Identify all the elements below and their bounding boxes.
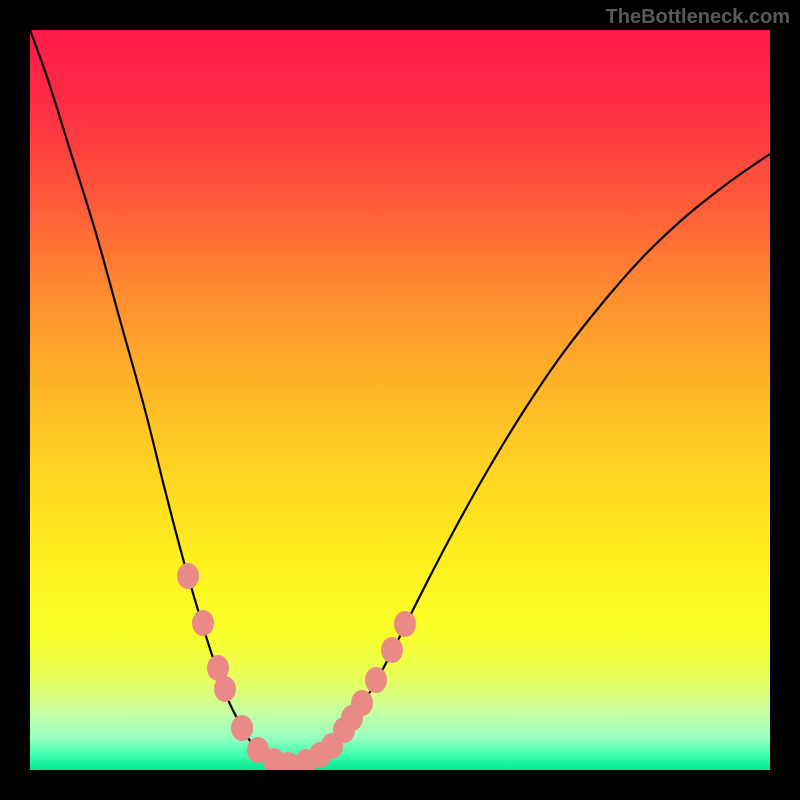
data-marker bbox=[365, 667, 387, 693]
data-marker bbox=[177, 563, 199, 589]
data-marker bbox=[192, 610, 214, 636]
chart-container: TheBottleneck.com bbox=[0, 0, 800, 800]
data-marker bbox=[394, 611, 416, 637]
data-marker bbox=[351, 690, 373, 716]
watermark-text: TheBottleneck.com bbox=[606, 6, 790, 29]
chart-svg bbox=[0, 0, 800, 800]
data-marker bbox=[231, 715, 253, 741]
plot-background bbox=[30, 30, 770, 770]
data-marker bbox=[381, 637, 403, 663]
data-marker bbox=[214, 676, 236, 702]
